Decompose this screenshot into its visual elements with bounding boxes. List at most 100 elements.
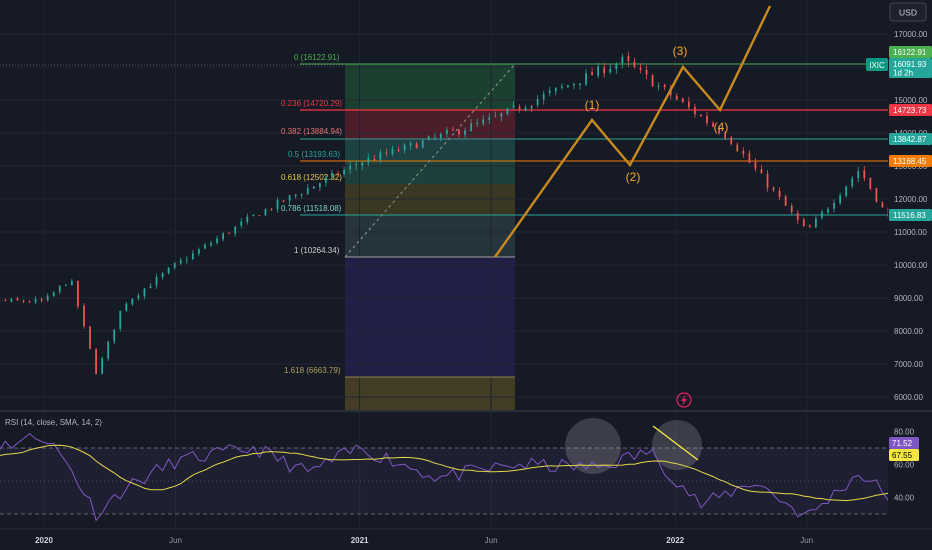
candle-body xyxy=(331,172,333,177)
candle-body xyxy=(530,105,533,109)
candle-body xyxy=(161,273,164,278)
time-tick: Jun xyxy=(800,536,813,545)
candle-body xyxy=(639,67,642,70)
candle-body xyxy=(815,218,817,228)
candle-body xyxy=(772,187,775,191)
candle-body xyxy=(712,123,714,127)
candle-body xyxy=(95,349,97,374)
candle-body xyxy=(694,106,696,115)
currency-button[interactable]: USD xyxy=(889,2,927,22)
candle-body xyxy=(439,133,442,138)
candle-body xyxy=(476,122,479,124)
candle-body xyxy=(204,244,206,249)
candle-body xyxy=(64,284,67,286)
candle-body xyxy=(566,85,569,88)
price-tick: 17000.00 xyxy=(894,30,928,39)
price-tick: 11000.00 xyxy=(894,228,927,237)
time-axis[interactable]: 2020Jun2021Jun2022Jun2023Jun2024Jun2025J… xyxy=(35,536,932,545)
candle-body xyxy=(518,106,521,110)
candle-body xyxy=(796,212,799,220)
fib-zone-0786-1 xyxy=(345,215,515,257)
candle-body xyxy=(591,72,593,76)
price-tag-label: 14723.73 xyxy=(893,106,927,115)
time-tick: 2021 xyxy=(351,536,369,545)
candle-body xyxy=(857,171,860,179)
candle-body xyxy=(609,68,612,73)
candle-body xyxy=(524,107,527,111)
candle-body xyxy=(706,115,708,123)
candle-body xyxy=(101,358,104,374)
candle-body xyxy=(258,215,261,217)
price-tick: 15000.00 xyxy=(894,96,928,105)
price-tag-label: 13168.45 xyxy=(893,157,927,166)
candle-body xyxy=(107,341,110,359)
fib-label-1618: 1.618 (6663.79) xyxy=(284,366,341,375)
candle-body xyxy=(282,200,285,202)
svg-text:IXIC: IXIC xyxy=(869,61,885,70)
candle-body xyxy=(452,129,454,131)
candle-body xyxy=(615,63,618,70)
candle-body xyxy=(397,149,400,151)
candle-body xyxy=(808,225,811,228)
symbol-badge: IXIC xyxy=(866,58,888,71)
fib-zone-0382-05 xyxy=(345,140,515,162)
candle-body xyxy=(391,148,394,155)
candle-body xyxy=(470,123,473,132)
candle-body xyxy=(760,169,763,174)
candle-body xyxy=(542,94,545,100)
wave-1-label: (1) xyxy=(585,98,600,112)
candle-body xyxy=(89,326,91,349)
rsi-tag-label: 67.55 xyxy=(892,451,913,460)
countdown-label: 1d 2h xyxy=(893,69,913,78)
candle-body xyxy=(506,108,509,115)
rsi-divergence-line xyxy=(652,425,699,461)
rsi-tag-label: 71.52 xyxy=(892,439,913,448)
candle-body xyxy=(143,288,146,297)
candle-body xyxy=(137,295,140,299)
candle-body xyxy=(155,276,158,286)
candle-body xyxy=(343,169,345,175)
candle-body xyxy=(724,132,727,139)
candle-body xyxy=(863,170,866,179)
candle-body xyxy=(730,137,733,144)
price-tick: 10000.00 xyxy=(894,261,928,270)
candle-body xyxy=(4,299,7,301)
candle-body xyxy=(748,153,751,163)
candle-body xyxy=(603,67,606,74)
candle-body xyxy=(234,226,237,234)
candle-body xyxy=(28,301,31,303)
candle-body xyxy=(718,127,721,134)
time-tick: Jun xyxy=(485,536,498,545)
candle-body xyxy=(119,310,122,329)
candle-body xyxy=(337,173,339,175)
candle-body xyxy=(288,195,291,201)
lightning-icon[interactable] xyxy=(676,392,692,408)
candle-body xyxy=(548,90,551,94)
candle-body xyxy=(222,233,225,240)
candle-body xyxy=(216,238,218,244)
candle-body xyxy=(373,158,376,161)
rsi-highlight-circle-1 xyxy=(565,418,621,474)
candle-body xyxy=(560,86,563,88)
fib-label-0382: 0.382 (13884.94) xyxy=(281,127,342,136)
price-tick: 9000.00 xyxy=(894,294,923,303)
candle-body xyxy=(361,163,364,166)
fib-label-0: 0 (16122.91) xyxy=(294,53,340,62)
candle-body xyxy=(125,303,128,311)
fib-lines xyxy=(0,63,888,378)
candle-body xyxy=(687,101,690,108)
candle-body xyxy=(742,150,745,155)
candle-body xyxy=(627,55,630,62)
candle-body xyxy=(827,208,829,213)
candle-body xyxy=(821,212,823,218)
candle-body xyxy=(167,267,170,274)
candle-body xyxy=(464,130,466,135)
candle-body xyxy=(403,144,406,151)
fib-zone-05-0618 xyxy=(345,162,515,184)
candle-body xyxy=(318,183,321,188)
candle-body xyxy=(131,298,134,305)
candle-body xyxy=(367,158,370,163)
candle-body xyxy=(766,173,769,188)
candle-body xyxy=(585,73,587,85)
